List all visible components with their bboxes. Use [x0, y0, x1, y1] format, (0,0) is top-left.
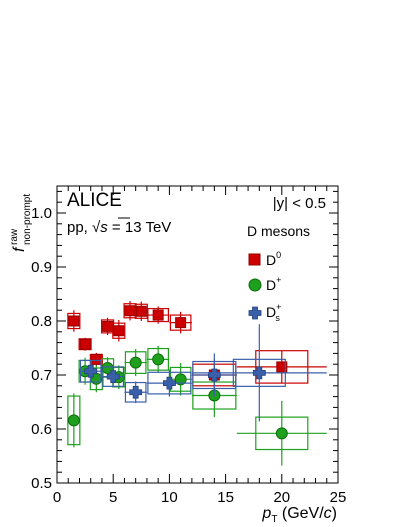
x-tick-label: 0 — [53, 489, 61, 506]
series-cross — [79, 324, 327, 422]
plot-frame — [56, 185, 339, 484]
x-tick-label: 25 — [330, 489, 347, 506]
x-tick-label: 10 — [161, 489, 178, 506]
x-tick-label: 20 — [273, 489, 290, 506]
y-tick-label: 0.5 — [31, 475, 52, 492]
y-axis-label: f raw non-prompt — [9, 194, 33, 252]
legend-entry-dplus: D+ — [248, 275, 281, 293]
x-tick-label: 15 — [217, 489, 234, 506]
legend-marker-cross — [248, 306, 262, 320]
y-tick-label: 0.8 — [31, 313, 52, 330]
data-point-circle — [67, 414, 80, 427]
data-point-cross — [252, 366, 266, 380]
data-point-square — [68, 315, 80, 327]
data-layer — [67, 301, 327, 466]
y-tick-label: 0.6 — [31, 421, 52, 438]
data-point-circle — [129, 356, 142, 369]
legend-title: D mesons — [247, 223, 310, 239]
legend-label-ds: D+ s — [266, 302, 281, 323]
legend: D0 D+ D+ s — [248, 250, 281, 323]
legend-label-d0: D0 — [266, 250, 281, 268]
data-point-cross — [129, 385, 143, 399]
y-tick-label: 0.7 — [31, 367, 52, 384]
legend-marker-circle — [248, 278, 262, 292]
series-circle — [67, 345, 327, 466]
data-point-square — [90, 353, 102, 365]
legend-entry-d0: D0 — [248, 250, 281, 268]
data-point-circle — [174, 373, 187, 386]
collision-system-label: pp, √s = 13 TeV — [67, 219, 171, 236]
data-point-square — [175, 317, 187, 329]
legend-marker-square — [248, 253, 261, 266]
y-axis-label-f: f — [11, 246, 28, 252]
experiment-label: ALICE — [67, 190, 122, 211]
x-axis-label: pT (GeV/c) — [261, 505, 337, 525]
y-axis-label-sup: raw — [9, 228, 20, 245]
legend-label-dplus: D+ — [266, 275, 281, 293]
data-point-square — [113, 325, 125, 337]
y-tick-label: 0.9 — [31, 259, 52, 276]
y-tick-label: 1.0 — [31, 205, 52, 222]
data-point-square — [152, 309, 164, 321]
y-axis-label-sub: non-prompt — [22, 194, 33, 245]
data-point-cross — [84, 364, 98, 378]
data-point-cross — [163, 376, 176, 390]
rapidity-label: |y| < 0.5 — [273, 195, 326, 212]
axis-ticks: 0 5 10 15 20 25 0.5 0.6 0.7 0.8 0.9 1.0 — [31, 186, 346, 506]
data-point-square — [102, 320, 114, 332]
data-point-square — [79, 338, 91, 350]
data-point-square — [276, 361, 288, 373]
data-point-circle — [275, 427, 288, 440]
x-tick-label: 5 — [109, 489, 117, 506]
legend-entry-ds: D+ s — [248, 302, 281, 323]
data-point-cross — [106, 370, 120, 384]
data-point-circle — [152, 353, 165, 366]
data-point-square — [135, 305, 147, 317]
data-point-square — [124, 305, 136, 317]
